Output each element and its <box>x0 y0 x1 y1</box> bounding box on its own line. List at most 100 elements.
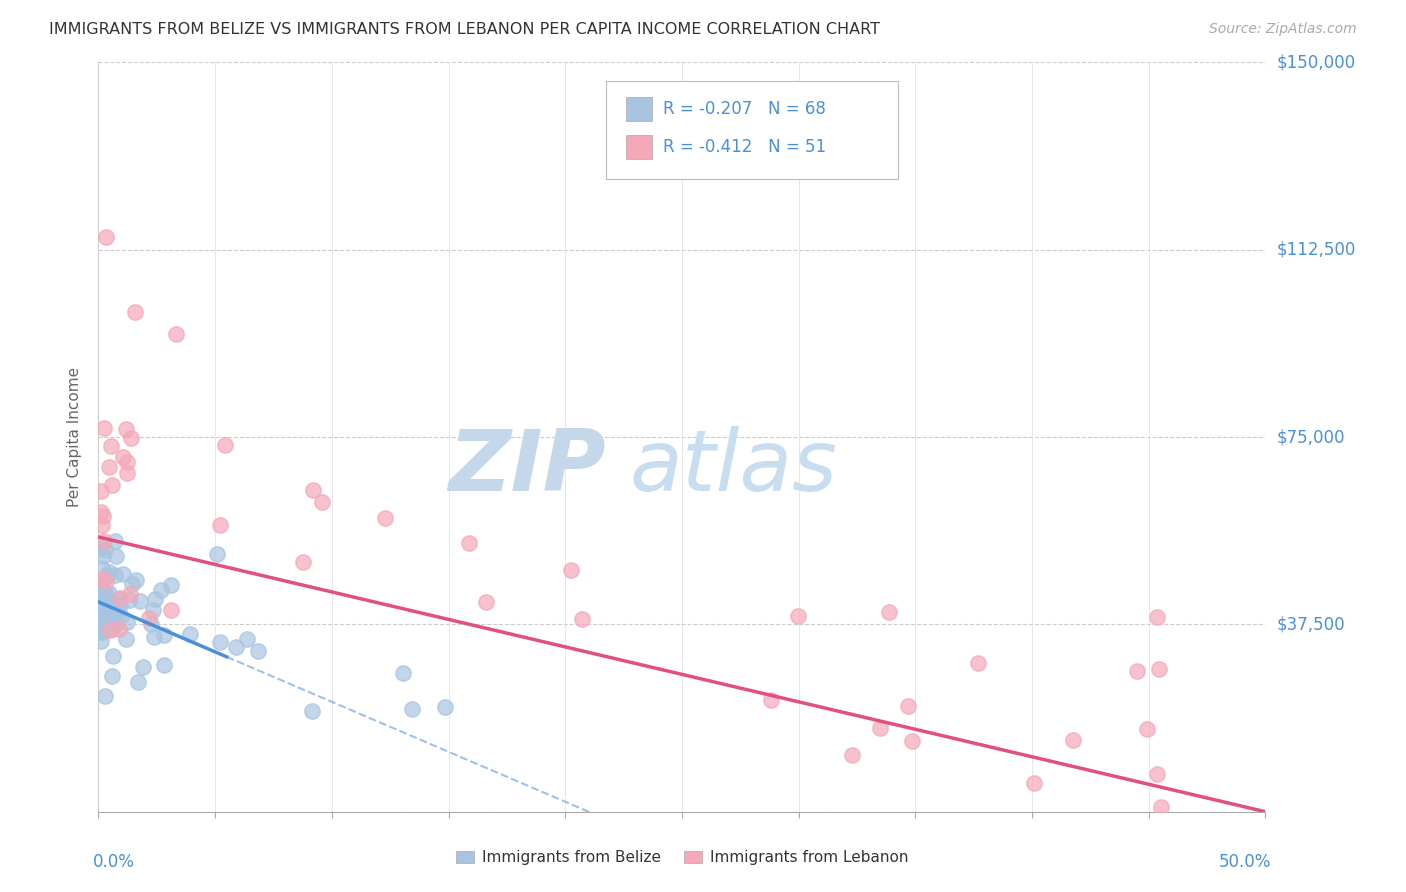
Point <box>115 615 138 629</box>
Point <box>91 561 114 575</box>
Text: IMMIGRANTS FROM BELIZE VS IMMIGRANTS FROM LEBANON PER CAPITA INCOME CORRELATION : IMMIGRANTS FROM BELIZE VS IMMIGRANTS FRO… <box>49 22 880 37</box>
Text: Source: ZipAtlas.com: Source: ZipAtlas.com <box>1209 22 1357 37</box>
Text: 0.0%: 0.0% <box>93 853 135 871</box>
Point <box>90 483 112 498</box>
Text: R = -0.207   N = 68: R = -0.207 N = 68 <box>664 100 827 118</box>
Point <box>1062 733 1084 747</box>
Point <box>1125 664 1147 678</box>
Text: 50.0%: 50.0% <box>1219 853 1271 871</box>
Point <box>104 567 127 582</box>
Point <box>94 615 117 630</box>
Point <box>94 574 117 589</box>
Bar <box>626 135 651 159</box>
Point <box>160 602 183 616</box>
Point <box>302 483 325 497</box>
Point <box>401 702 423 716</box>
Point <box>98 585 121 599</box>
Text: $150,000: $150,000 <box>1277 54 1355 71</box>
Text: $37,500: $37,500 <box>1277 615 1346 633</box>
Point <box>1136 722 1159 736</box>
Point <box>103 649 125 664</box>
Point <box>98 623 121 637</box>
Point <box>90 634 112 648</box>
Text: R = -0.412   N = 51: R = -0.412 N = 51 <box>664 138 827 156</box>
Y-axis label: Per Capita Income: Per Capita Income <box>67 367 83 508</box>
Point <box>121 577 143 591</box>
Point <box>98 565 121 579</box>
Point <box>120 587 142 601</box>
Point <box>138 610 160 624</box>
Point <box>90 625 112 640</box>
Point <box>125 573 148 587</box>
Point <box>104 549 127 563</box>
Point <box>105 602 128 616</box>
Point <box>966 656 988 670</box>
Point <box>90 624 112 638</box>
Point <box>90 578 112 592</box>
Point <box>90 541 112 555</box>
Point <box>93 586 115 600</box>
Point <box>104 617 127 632</box>
Point <box>132 660 155 674</box>
Point <box>787 609 810 624</box>
Point <box>901 734 924 748</box>
Point <box>90 584 112 599</box>
Point <box>841 748 863 763</box>
Bar <box>626 97 651 121</box>
Point <box>94 597 117 611</box>
Point <box>90 609 112 624</box>
Point <box>90 583 112 598</box>
Point <box>391 666 413 681</box>
Point <box>214 438 236 452</box>
Point <box>93 534 115 549</box>
Point <box>100 610 122 624</box>
Point <box>90 614 112 628</box>
Point <box>571 611 593 625</box>
Point <box>129 594 152 608</box>
Point <box>235 632 257 646</box>
Point <box>94 689 117 703</box>
Point <box>90 518 112 533</box>
Point <box>115 632 138 646</box>
Point <box>433 700 456 714</box>
Point <box>90 505 112 519</box>
Point <box>96 621 118 635</box>
Point <box>98 459 121 474</box>
Text: $112,500: $112,500 <box>1277 241 1355 259</box>
Point <box>897 698 920 713</box>
Point <box>118 593 141 607</box>
Text: atlas: atlas <box>630 425 838 508</box>
Point <box>1024 776 1046 790</box>
Point <box>96 569 118 583</box>
Point <box>152 628 174 642</box>
Point <box>90 572 112 586</box>
Point <box>124 305 146 319</box>
Point <box>153 657 176 672</box>
Point <box>246 644 269 658</box>
Point <box>108 591 131 606</box>
Legend: Immigrants from Belize, Immigrants from Lebanon: Immigrants from Belize, Immigrants from … <box>450 845 914 871</box>
Point <box>117 455 139 469</box>
Point <box>1146 767 1168 781</box>
Point <box>165 326 187 341</box>
Point <box>107 622 129 636</box>
Point <box>94 584 117 599</box>
Point <box>142 630 165 644</box>
Point <box>150 583 173 598</box>
Point <box>127 674 149 689</box>
FancyBboxPatch shape <box>606 81 898 178</box>
Point <box>101 607 124 622</box>
Point <box>98 595 121 609</box>
Point <box>120 432 142 446</box>
Point <box>91 611 114 625</box>
Point <box>139 617 162 632</box>
Point <box>374 511 396 525</box>
Point <box>292 555 315 569</box>
Point <box>91 549 114 563</box>
Point <box>560 563 582 577</box>
Point <box>179 627 201 641</box>
Point <box>475 595 498 609</box>
Point <box>458 536 481 550</box>
Point <box>90 620 112 634</box>
Point <box>112 450 135 464</box>
